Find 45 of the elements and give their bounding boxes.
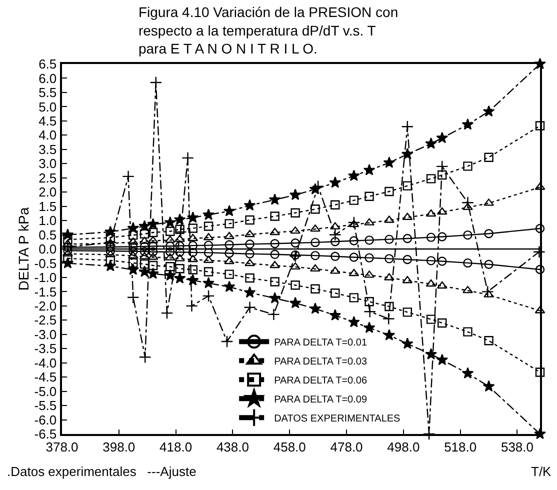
- y-tick-label: 2.0: [38, 184, 57, 200]
- y-tick-label: 0.0: [38, 242, 57, 257]
- legend-label: PARA DELTA T=0.03: [274, 356, 368, 368]
- x-tick-label: 378.0: [46, 439, 78, 454]
- y-tick-label: 5.0: [38, 99, 57, 114]
- y-tick-label: 2.5: [38, 170, 57, 186]
- y-tick-label: -6.5: [34, 426, 57, 442]
- y-tick-label: 0.5: [38, 227, 57, 242]
- y-tick-label: 3.5: [38, 142, 57, 157]
- y-tick-label: 3.0: [38, 156, 57, 172]
- text: .Datos experimentales ---Ajuste: [7, 464, 196, 479]
- legend-label: PARA DELTA T=0.01: [274, 338, 368, 349]
- y-tick-label: -5.5: [34, 398, 57, 414]
- chart-title: Figura 4.10 Variación de la PRESION con respecto a la temperatura dP/dT v.s. T para E T A N O N I T R I L O.: [138, 4, 398, 57]
- x-tick-label: 418.0: [160, 439, 192, 454]
- y-tick-label: 5.5: [38, 85, 57, 100]
- y-tick-label: 4.5: [38, 113, 57, 128]
- y-tick-label: -6.0: [34, 412, 57, 428]
- x-tick-label: 398.0: [102, 439, 136, 454]
- y-tick-label: -2.0: [34, 298, 57, 314]
- x-tick-label: 518.0: [444, 439, 477, 454]
- y-tick-label: -1.5: [34, 284, 57, 300]
- x-tick-label: 438.0: [216, 439, 249, 454]
- x-axis-title: T/K: [531, 464, 552, 479]
- x-tick-label: 538.0: [500, 439, 534, 454]
- y-tick-label: -4.0: [34, 355, 57, 370]
- y-tick-label: -3.5: [34, 341, 57, 356]
- legend-label: DATOS EXPERIMENTALES: [274, 414, 401, 425]
- legend-label: PARA DELTA T=0.06: [274, 376, 368, 387]
- x-tick-label: 498.0: [387, 439, 420, 454]
- y-tick-label: -2.5: [34, 312, 57, 328]
- x-tick-label: 458.0: [273, 439, 306, 454]
- y-tick-label: 4.0: [38, 128, 57, 143]
- y-axis-title: DELTA P kPa: [15, 207, 32, 291]
- y-tick-label: 6.0: [38, 70, 57, 86]
- y-tick-label: -4.5: [34, 370, 57, 385]
- x-tick-label: 478.0: [330, 439, 363, 454]
- y-tick-label: -5.0: [34, 384, 57, 399]
- y-tick-label: -0.5: [34, 256, 57, 271]
- y-tick-label: -1.0: [34, 270, 57, 286]
- legend-label: PARA DELTA T=0.09: [274, 394, 368, 406]
- y-tick-label: 1.0: [38, 213, 57, 228]
- y-tick-label: 1.5: [38, 198, 57, 214]
- y-tick-label: 6.5: [38, 56, 57, 72]
- y-tick-label: -3.0: [34, 326, 57, 342]
